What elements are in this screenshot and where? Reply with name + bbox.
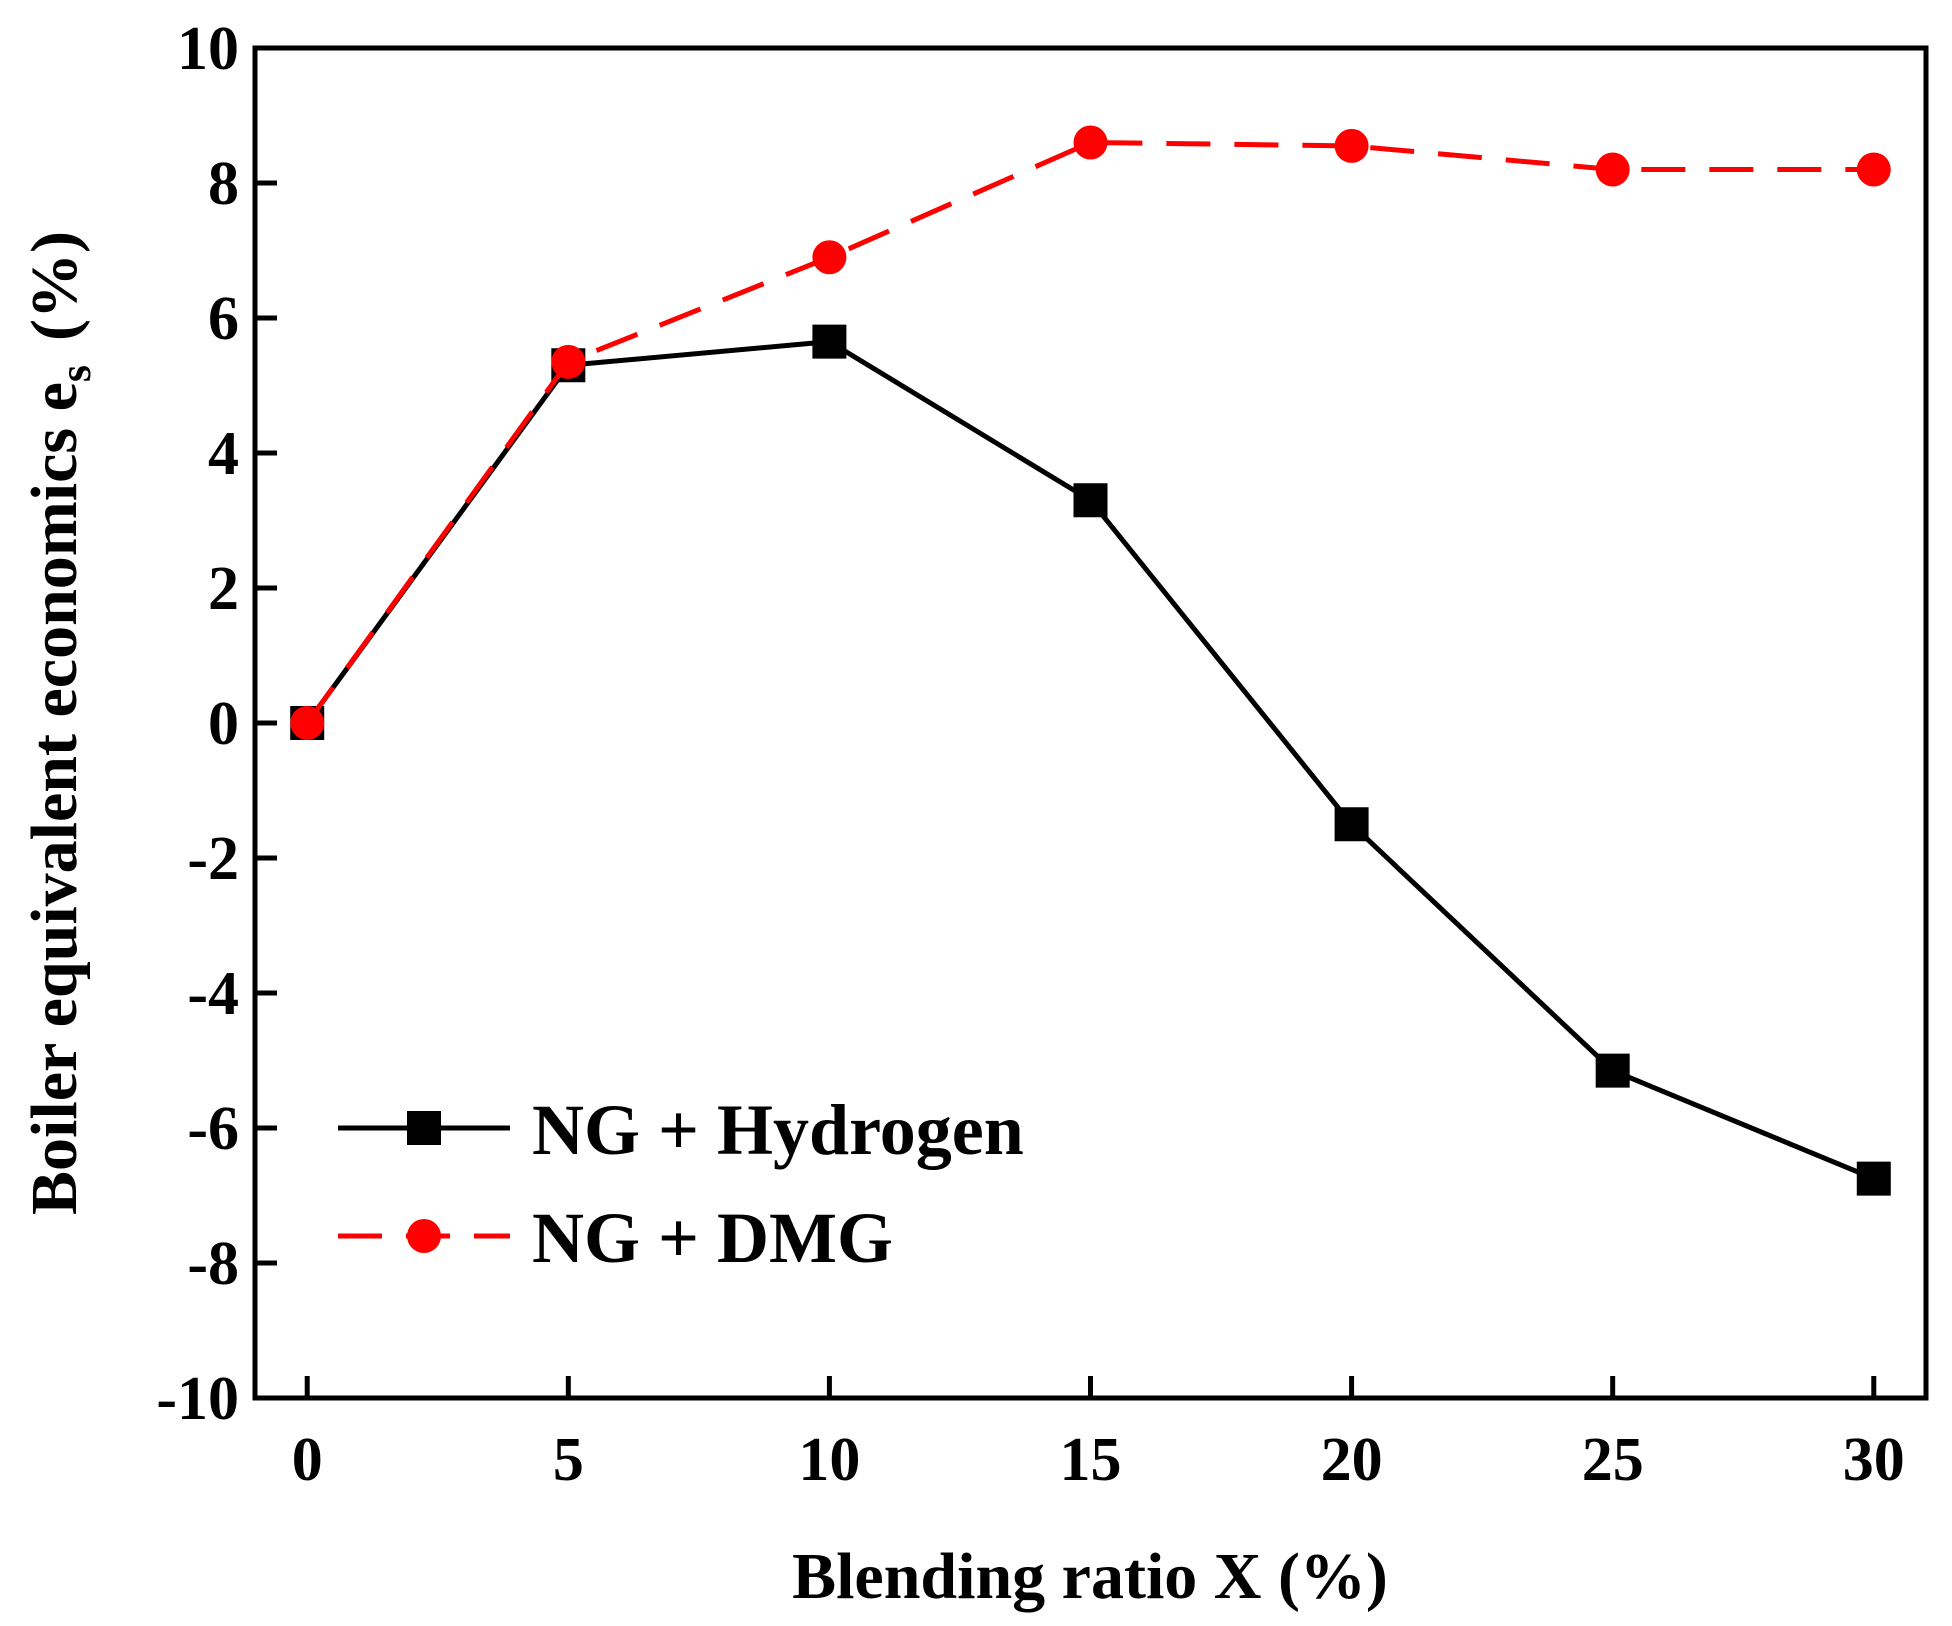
series-line-1 (305, 140, 1874, 725)
series-0-point-2 (812, 324, 847, 359)
series-0-point-4 (1334, 807, 1369, 842)
x-axis-title: Blending ratio X (%) (792, 1540, 1388, 1613)
y-axis-title-unit: (%) (18, 231, 91, 341)
series-0-point-3 (1073, 483, 1108, 518)
y-tick-label-0: -10 (156, 1365, 239, 1433)
series-1-point-2 (812, 240, 847, 275)
y-tick-label-2: -6 (187, 1095, 239, 1163)
y-tick-label-9: 8 (208, 150, 239, 218)
plot-frame (252, 45, 1929, 1401)
x-tick-label-5: 25 (1582, 1426, 1644, 1494)
series-0-point-6 (1856, 1161, 1891, 1196)
y-axis: -10 -8 -6 -4 -2 0 2 4 6 8 10 (156, 15, 277, 1433)
y-axis-title-subscript: s (51, 365, 100, 382)
series-1-point-0 (290, 706, 325, 740)
legend-label-1: NG + DMG (532, 1198, 893, 1278)
x-tick-label-2: 10 (798, 1426, 860, 1494)
series-0 (290, 324, 1891, 1196)
x-tick-label-0: 0 (292, 1426, 323, 1494)
y-tick-label-10: 10 (177, 15, 239, 83)
x-tick-label-1: 5 (553, 1426, 584, 1494)
series-1-point-5 (1595, 152, 1630, 187)
y-tick-label-1: -8 (187, 1230, 239, 1298)
series-1 (290, 125, 1891, 740)
series-1-point-4 (1334, 128, 1369, 163)
x-axis: 0 5 10 15 20 25 30 (292, 1376, 1905, 1494)
y-axis-title: Boiler equivalent economics es (%) (18, 231, 100, 1215)
legend: NG + Hydrogen NG + DMG (338, 1090, 1024, 1278)
series-line-0 (305, 339, 1875, 1181)
series-1-point-6 (1856, 152, 1891, 187)
legend-marker-0 (407, 1111, 441, 1145)
y-tick-label-7: 4 (208, 420, 239, 488)
series-layer (290, 125, 1891, 1196)
y-tick-label-6: 2 (208, 555, 239, 623)
legend-label-0: NG + Hydrogen (532, 1090, 1024, 1170)
x-tick-label-6: 30 (1843, 1426, 1905, 1494)
series-1-point-1 (551, 344, 586, 379)
y-tick-label-8: 6 (208, 285, 239, 353)
y-tick-label-4: -2 (187, 825, 239, 893)
series-0-point-5 (1595, 1053, 1630, 1088)
x-tick-label-3: 15 (1060, 1426, 1122, 1494)
y-axis-title-main: Boiler equivalent economics e (18, 382, 91, 1215)
x-tick-label-4: 20 (1321, 1426, 1383, 1494)
y-tick-label-5: 0 (208, 690, 239, 758)
y-tick-label-3: -4 (187, 960, 239, 1028)
legend-marker-1 (407, 1219, 441, 1253)
series-1-point-3 (1073, 125, 1108, 160)
